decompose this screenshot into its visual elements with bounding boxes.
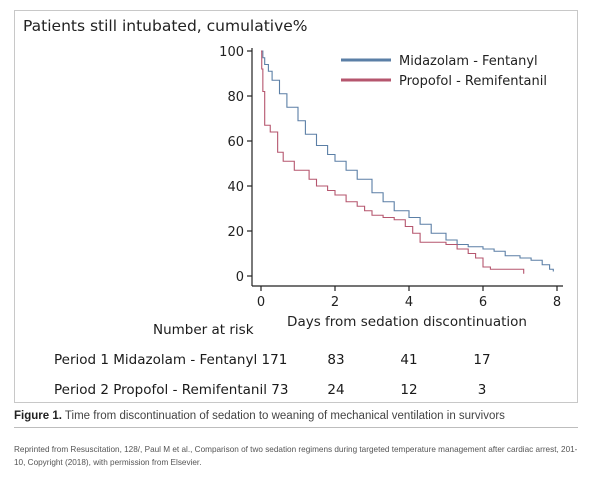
copyright-credit: Reprinted from Resuscitation, 128/, Paul…	[14, 445, 578, 467]
y-tick-label: 60	[227, 135, 244, 150]
risk-row-propofol: Period 2 Propofol - Remifentanil 73 24 1…	[15, 382, 579, 402]
risk-cell: 3	[477, 382, 487, 398]
y-tick-label: 0	[236, 270, 244, 285]
axes: 0 20 40 60 80 100 0 2 4 6 8 Days from sedation disc…	[219, 45, 563, 330]
series-line-propofol-remifentanil	[261, 50, 525, 274]
y-tick-label: 40	[227, 180, 244, 195]
caption-divider	[14, 427, 578, 428]
kaplan-meier-plot: 0 20 40 60 80 100 0 2 4 6 8 Days from sedation disc…	[219, 45, 563, 330]
risk-row-label: Period 2 Propofol - Remifentanil 73	[54, 382, 289, 398]
caption-label: Figure 1.	[14, 410, 62, 422]
risk-cell: 17	[473, 352, 491, 368]
figure-caption: Figure 1. Time from discontinuation of s…	[14, 410, 505, 422]
x-tick-label: 4	[405, 295, 413, 310]
y-tick-label: 80	[227, 90, 244, 105]
x-tick-label: 6	[479, 295, 487, 310]
risk-table-header: Number at risk	[153, 322, 254, 338]
y-tick-label: 100	[219, 45, 244, 60]
risk-cell: 83	[327, 352, 345, 368]
x-axis-label: Days from sedation discontinuation	[287, 314, 527, 330]
risk-row-label: Period 1 Midazolam - Fentanyl 171	[54, 352, 288, 368]
caption-text: Time from discontinuation of sedation to…	[61, 410, 505, 422]
x-tick-label: 0	[257, 295, 265, 310]
figure-panel: Patients still intubated, cumulative% 0 2…	[14, 10, 578, 403]
series-line-midazolam-fentanyl	[261, 50, 554, 272]
legend-label: Propofol - Remifentanil	[399, 74, 547, 89]
legend-label: Midazolam - Fentanyl	[399, 54, 538, 69]
y-tick-label: 20	[227, 225, 244, 240]
risk-cell: 12	[400, 382, 418, 398]
legend: Midazolam - Fentanyl Propofol - Remifenta…	[341, 54, 547, 89]
chart-title: Patients still intubated, cumulative%	[23, 17, 308, 35]
risk-row-midazolam: Period 1 Midazolam - Fentanyl 171 83 41 …	[15, 352, 579, 372]
risk-cell: 41	[400, 352, 418, 368]
x-tick-label: 8	[553, 295, 561, 310]
risk-cell: 24	[327, 382, 345, 398]
x-tick-label: 2	[331, 295, 339, 310]
series-lines	[261, 50, 554, 274]
